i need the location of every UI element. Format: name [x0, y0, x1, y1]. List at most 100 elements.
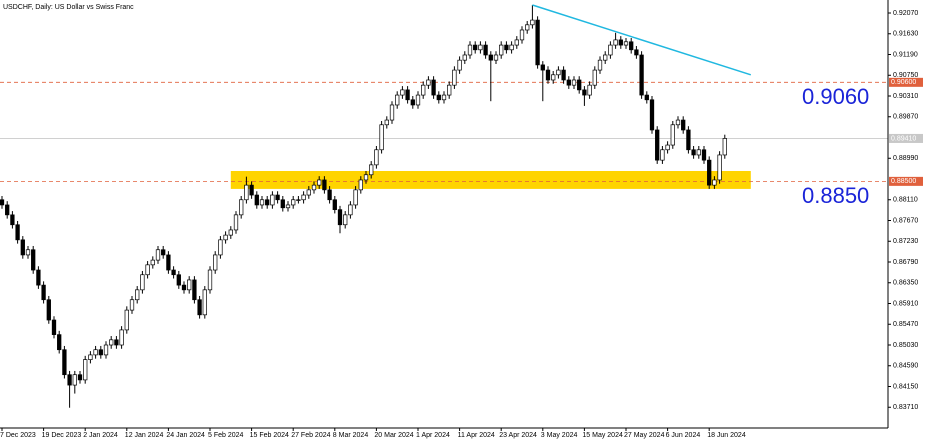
y-tick-label: 0.84150	[893, 383, 918, 390]
y-tick-label: 0.86350	[893, 280, 918, 287]
y-tick-label: 0.92070	[893, 10, 918, 17]
candle-body	[93, 349, 98, 356]
candle-body	[31, 249, 36, 271]
candle-body	[223, 234, 228, 241]
y-tick-label: 0.85470	[893, 321, 918, 328]
x-tick-label: 15 May 2024	[582, 432, 623, 439]
candle-body	[504, 44, 509, 51]
x-tick-label: 23 Apr 2024	[499, 432, 537, 439]
x-tick-label: 19 Dec 2023	[42, 432, 82, 439]
candle-body	[317, 179, 322, 186]
x-tick-label: 6 Jun 2024	[666, 432, 701, 439]
level-note: 0.8850	[802, 183, 869, 208]
candle-body	[239, 199, 244, 216]
candle-body	[421, 84, 426, 96]
level-label: 0.88500	[891, 178, 916, 185]
candle-body	[400, 89, 405, 96]
candle-body	[192, 279, 197, 301]
x-tick-label: 18 Jun 2024	[707, 432, 746, 439]
x-tick-label: 27 May 2024	[624, 432, 665, 439]
candle-body	[415, 94, 421, 106]
candle-body	[478, 44, 483, 51]
candle-body	[681, 119, 686, 131]
candle-body	[509, 44, 514, 51]
candle-body	[135, 289, 140, 301]
y-tick-label: 0.86790	[893, 259, 918, 266]
current-price-box	[889, 133, 923, 143]
candle-body	[301, 194, 306, 201]
level-note: 0.9060	[802, 84, 869, 109]
candle-body	[343, 214, 348, 226]
candle-body	[77, 374, 83, 381]
x-tick-label: 20 Mar 2024	[374, 432, 413, 439]
candle-body	[551, 74, 556, 81]
candle-body	[462, 54, 467, 61]
candle-body	[426, 79, 431, 86]
candle-body	[187, 279, 192, 291]
candle-body	[374, 149, 379, 166]
y-tick-label: 0.88990	[893, 155, 918, 162]
y-tick-label: 0.85030	[893, 342, 918, 349]
candle-body	[249, 184, 254, 196]
candle-body	[15, 224, 20, 241]
candle-body	[431, 79, 436, 96]
level-label-box	[889, 77, 923, 87]
candle-body	[629, 41, 634, 51]
candle-body	[707, 159, 712, 186]
candle-body	[46, 299, 51, 321]
candle-body	[202, 289, 207, 316]
candle-body	[556, 69, 561, 76]
x-tick-label: 5 Feb 2024	[208, 432, 244, 439]
candle-body	[483, 44, 488, 56]
candle-body	[171, 269, 176, 276]
candle-body	[83, 359, 88, 381]
candle-body	[332, 199, 337, 211]
x-tick-label: 11 Apr 2024	[458, 432, 495, 439]
candle-body	[166, 254, 171, 271]
candle-body	[665, 144, 670, 151]
candle-body	[457, 59, 462, 71]
candle-body	[244, 184, 249, 201]
candle-body	[306, 189, 311, 196]
candle-body	[660, 149, 665, 161]
candle-body	[322, 179, 327, 191]
candle-body	[72, 374, 77, 386]
candle-body	[358, 179, 363, 191]
candle-body	[634, 49, 639, 56]
candle-body	[207, 269, 213, 291]
candle-body	[540, 64, 545, 71]
candle-body	[722, 138, 727, 156]
candle-body	[114, 339, 119, 346]
candle-body	[384, 119, 389, 126]
y-tick-label: 0.88110	[893, 197, 918, 204]
candle-body	[395, 94, 400, 106]
candle-body	[119, 329, 124, 346]
candle-body	[644, 94, 649, 101]
candle-body	[379, 124, 384, 151]
candle-body	[686, 129, 691, 151]
candle-body	[587, 84, 592, 96]
candle-body	[577, 79, 582, 91]
candle-body	[213, 254, 218, 271]
current-price-label: 0.89410	[891, 135, 916, 142]
candle-body	[41, 284, 46, 301]
candle-body	[675, 119, 681, 126]
candle-body	[701, 149, 707, 161]
candle-body	[691, 149, 696, 156]
candle-body	[363, 174, 369, 181]
candle-body	[348, 204, 353, 216]
candle-body	[566, 79, 571, 86]
candle-body	[447, 84, 452, 96]
x-tick-label: 3 May 2024	[541, 432, 578, 439]
level-label-box	[889, 176, 923, 186]
candle-body	[623, 41, 629, 46]
candle-body	[103, 344, 109, 356]
candle-body	[145, 264, 150, 276]
candle-body	[493, 54, 499, 61]
candle-body	[280, 199, 285, 209]
candle-body	[649, 99, 655, 131]
candle-body	[571, 79, 577, 86]
candle-body	[696, 149, 701, 156]
candle-body	[218, 239, 223, 256]
